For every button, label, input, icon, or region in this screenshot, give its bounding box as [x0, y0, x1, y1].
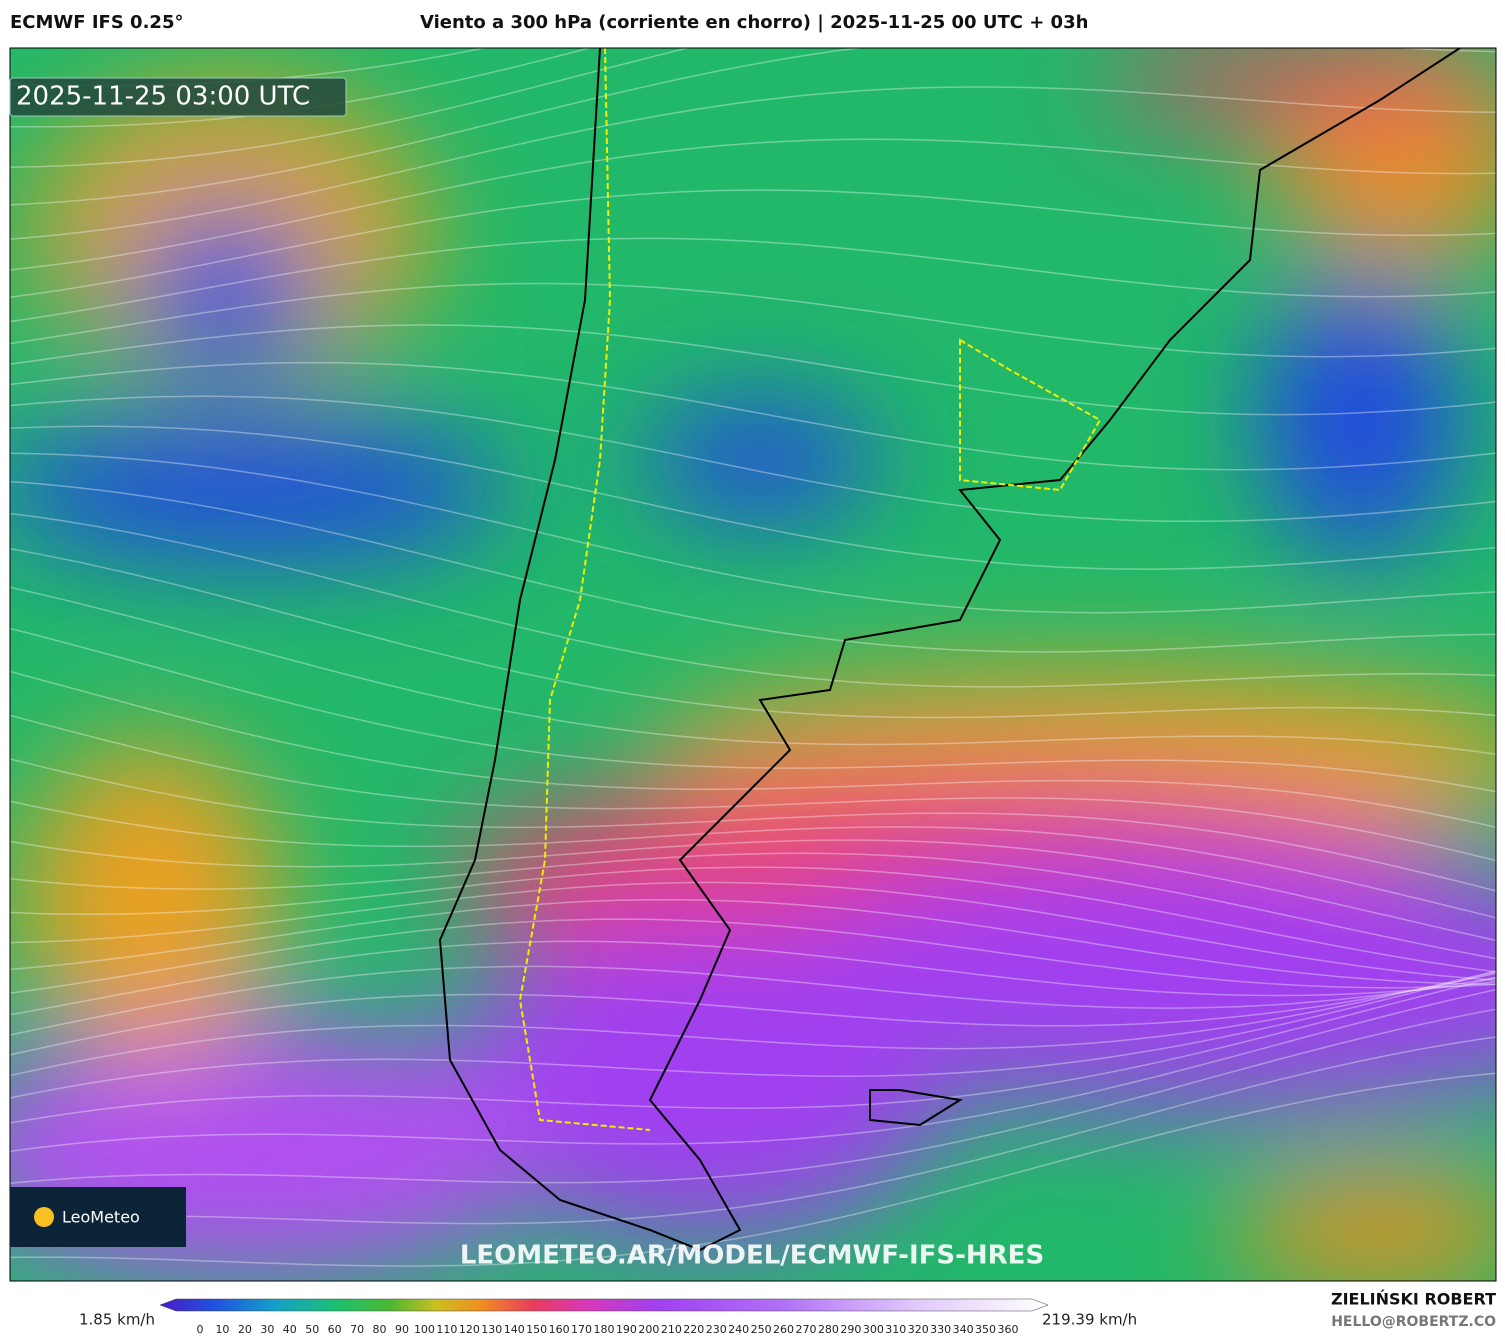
streamline: [10, 970, 1496, 1077]
streamline: [10, 1008, 1496, 1185]
streamline: [10, 586, 1496, 755]
streamline: [0, 0, 1505, 44]
colorbar-tick-label: 330: [930, 1323, 951, 1336]
colorbar-tick-label: 280: [818, 1323, 839, 1336]
colorbar-tick-label: 350: [975, 1323, 996, 1336]
streamline: [10, 395, 1496, 523]
streamline: [10, 852, 1496, 960]
streamline: [10, 237, 1496, 323]
streamline: [10, 670, 1496, 828]
colorbar-tick-label: 150: [526, 1323, 547, 1336]
colorbar-tick-label: 360: [998, 1323, 1019, 1336]
colorbar-tick-label: 210: [661, 1323, 682, 1336]
colorbar-tick-label: 240: [728, 1323, 749, 1336]
streamline: [10, 866, 1496, 973]
colorbar-tick-label: 30: [260, 1323, 274, 1336]
logo-sun: [34, 1207, 54, 1227]
colorbar-tick-label: 250: [751, 1323, 772, 1336]
streamline: [10, 324, 1496, 416]
streamline: [10, 282, 1496, 358]
streamline: [10, 898, 1496, 985]
streamline: [10, 976, 1496, 1124]
colorbar-tick-label: 160: [549, 1323, 570, 1336]
colorbar-tick-label: 340: [953, 1323, 974, 1336]
colorbar-tick-label: 260: [773, 1323, 794, 1336]
legend-max: 219.39 km/h: [1042, 1311, 1137, 1329]
colorbar-tick-label: 200: [638, 1323, 659, 1336]
model-name: ECMWF IFS 0.25°: [10, 12, 184, 33]
streamline: [10, 1072, 1496, 1267]
colorbar-tick-label: 170: [571, 1323, 592, 1336]
colorbar-tick-label: 110: [436, 1323, 457, 1336]
colorbar-tick-label: 50: [305, 1323, 319, 1336]
streamline: [10, 918, 1496, 994]
streamline: [10, 800, 1496, 919]
timestamp: 2025-11-25 03:00 UTC: [16, 82, 310, 112]
colorbar-tick-label: 310: [885, 1323, 906, 1336]
legend-min: 1.85 km/h: [79, 1311, 155, 1329]
colorbar-tick-label: 220: [683, 1323, 704, 1336]
map-title: Viento a 300 hPa (corriente en chorro) |…: [420, 12, 1089, 33]
colorbar-tick-label: 130: [481, 1323, 502, 1336]
colorbar-tick-label: 230: [706, 1323, 727, 1336]
streamline: [10, 480, 1496, 653]
streamline: [10, 1036, 1496, 1225]
colorbar-tick-label: 300: [863, 1323, 884, 1336]
streamline: [10, 940, 1496, 1016]
streamline: [10, 839, 1496, 942]
streamline: [10, 48, 691, 168]
colorbar-tick-label: 0: [197, 1323, 204, 1336]
streamline: [10, 512, 1496, 688]
watermark: LEOMETEO.AR/MODEL/ECMWF-IFS-HRES: [460, 1241, 1044, 1271]
contact: HELLO@ROBERTZ.CO: [1331, 1314, 1496, 1330]
colorbar-tick-label: 40: [283, 1323, 297, 1336]
colorbar-tick-label: 180: [594, 1323, 615, 1336]
colorbar-tick-label: 90: [395, 1323, 409, 1336]
colorbar-tick-label: 120: [459, 1323, 480, 1336]
colorbar-tick-label: 20: [238, 1323, 252, 1336]
streamline: [10, 189, 1496, 298]
streamline: [10, 972, 1496, 1056]
streamline: [10, 361, 1496, 471]
colorbar: [159, 1298, 1049, 1312]
colorbar-tick-label: 100: [414, 1323, 435, 1336]
streamline: [10, 971, 1496, 1099]
streamline: [10, 965, 1496, 1036]
wind-field: [0, 0, 1505, 1281]
colorbar-tick-label: 270: [796, 1323, 817, 1336]
timestamp-box: [9, 77, 347, 117]
streamline: [10, 881, 1496, 981]
colorbar-tick-label: 290: [840, 1323, 861, 1336]
logo: LeoMeteo: [62, 1208, 140, 1227]
streamline: [10, 48, 1496, 206]
streamline: [10, 425, 1496, 570]
colorbar-tick-label: 60: [328, 1323, 342, 1336]
streamline: [10, 452, 1496, 614]
streamline: [10, 714, 1496, 862]
streamline: [10, 758, 1496, 892]
streamline: [10, 547, 1496, 719]
streamline: [10, 86, 1496, 240]
streamline: [10, 988, 1496, 1153]
colorbar-tick-label: 10: [215, 1323, 229, 1336]
colorbar-tick-label: 320: [908, 1323, 929, 1336]
colorbar-tick-label: 80: [373, 1323, 387, 1336]
streamline: [10, 627, 1496, 793]
colorbar-tick-label: 190: [616, 1323, 637, 1336]
author: ZIELIŃSKI ROBERT: [1331, 1290, 1496, 1309]
colorbar-tick-label: 70: [350, 1323, 364, 1336]
colorbar-tick-label: 140: [504, 1323, 525, 1336]
